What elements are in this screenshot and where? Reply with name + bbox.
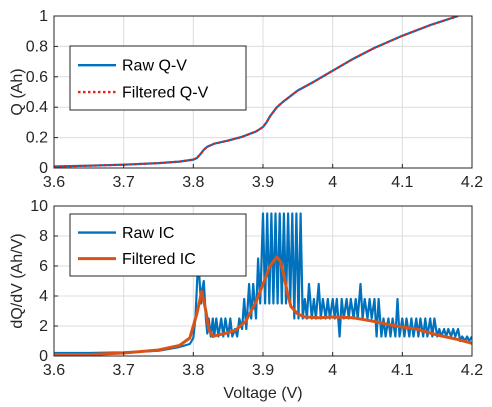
y-tick-label: 8	[39, 228, 48, 245]
x-tick-label: 3.8	[182, 362, 204, 379]
top-chart-y-axis-label: Q (Ah)	[9, 68, 26, 115]
y-tick-label: 10	[30, 198, 48, 215]
y-tick-label: 6	[39, 258, 48, 275]
bottom-chart-series	[54, 212, 472, 356]
bottom-chart-x-axis-label: Voltage (V)	[223, 385, 302, 402]
legend-label-raw-ic: Raw IC	[122, 225, 174, 242]
y-tick-label: 0	[39, 160, 48, 177]
filtered-q-v-line	[54, 16, 459, 168]
y-tick-label: 0	[39, 348, 48, 365]
x-tick-label: 4	[328, 362, 337, 379]
filtered-ic-line	[54, 255, 472, 356]
top-chart-series	[54, 16, 459, 168]
x-tick-label: 4.2	[461, 174, 483, 191]
bottom-chart-y-ticks: 0 2 4 6 8 10	[30, 198, 58, 365]
y-tick-label: 2	[39, 318, 48, 335]
legend-label-filtered-ic: Filtered IC	[122, 251, 196, 268]
legend-label-raw-qv: Raw Q-V	[122, 58, 187, 75]
bottom-chart-panel: 3.6 3.7 3.8 3.9 4 4.1 4.2 0 2 4 6 8 10 dQ/dV (Ah/V)…	[9, 198, 483, 402]
x-tick-label: 3.9	[252, 174, 274, 191]
x-tick-label: 3.6	[43, 362, 65, 379]
bottom-chart-x-ticks: 3.6 3.7 3.8 3.9 4 4.1 4.2	[43, 352, 483, 379]
y-tick-label: 4	[39, 288, 48, 305]
top-chart-legend: Raw Q-V Filtered Q-V	[69, 45, 247, 111]
bottom-chart-y-axis-label: dQ/dV (Ah/V)	[9, 233, 26, 328]
bottom-chart-legend-box	[69, 213, 247, 277]
x-tick-label: 3.7	[113, 174, 135, 191]
x-tick-label: 4.1	[391, 362, 413, 379]
x-tick-label: 4.2	[461, 362, 483, 379]
top-chart-panel: 3.6 3.7 3.8 3.9 4 4.1 4.2 0 0.2 0.4 0.6 0.8 1 Q (Ah…	[9, 8, 483, 191]
x-tick-label: 3.8	[182, 174, 204, 191]
top-chart-legend-box	[69, 45, 247, 111]
x-tick-label: 3.7	[113, 362, 135, 379]
top-chart-x-ticks: 3.6 3.7 3.8 3.9 4 4.1 4.2	[43, 164, 483, 191]
legend-label-filtered-qv: Filtered Q-V	[122, 85, 209, 102]
bottom-chart-legend: Raw IC Filtered IC	[69, 213, 247, 277]
raw-ic-line	[54, 212, 472, 355]
x-tick-label: 4	[328, 174, 337, 191]
y-tick-label: 1	[39, 8, 48, 25]
y-tick-label: 0.6	[26, 69, 48, 86]
top-chart-y-ticks: 0 0.2 0.4 0.6 0.8 1	[26, 8, 58, 177]
x-tick-label: 3.9	[252, 362, 274, 379]
x-tick-label: 4.1	[391, 174, 413, 191]
y-tick-label: 0.4	[26, 99, 48, 116]
y-tick-label: 0.8	[26, 38, 48, 55]
y-tick-label: 0.2	[26, 130, 48, 147]
x-tick-label: 3.6	[43, 174, 65, 191]
